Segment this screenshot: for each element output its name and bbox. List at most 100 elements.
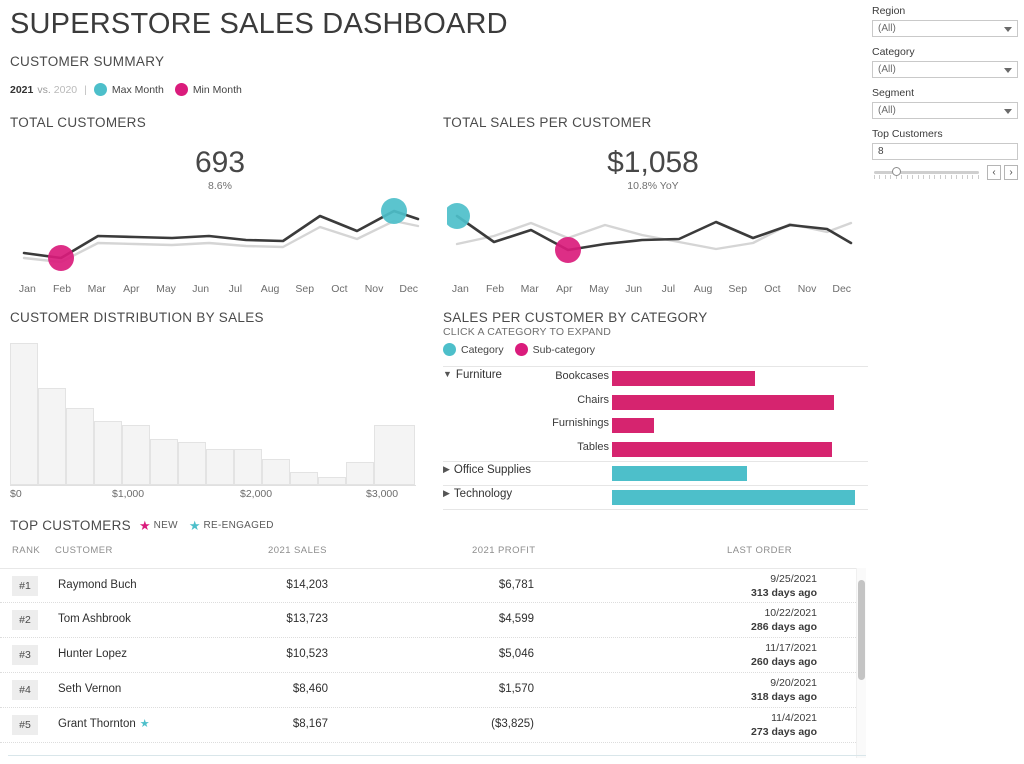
category-group-furniture[interactable]: ▼ Furniture Bookcases Chairs Furnishings	[443, 367, 868, 461]
column-header-rank[interactable]: RANK	[12, 545, 41, 556]
month-tick: Dec	[399, 283, 419, 295]
last-order-date: 9/25/2021	[770, 573, 817, 585]
chevron-down-icon[interactable]	[1004, 68, 1012, 73]
histogram-bar[interactable]	[122, 425, 150, 485]
table-row[interactable]: #2 Tom Ashbrook $13,723 $4,599 10/22/202…	[0, 603, 866, 638]
sales-value: $14,203	[286, 579, 328, 591]
table-scrollbar-thumb[interactable]	[858, 580, 865, 680]
customer-name[interactable]: Seth Vernon	[58, 683, 121, 695]
column-header-last-order[interactable]: LAST ORDER	[727, 545, 793, 556]
top-customers-heading-row: TOP CUSTOMERS ★ NEW ★ RE-ENGAGED	[10, 518, 285, 533]
histogram-bar[interactable]	[38, 388, 66, 485]
rank-badge: #5	[12, 715, 38, 735]
filter-select-region[interactable]: (All)	[872, 20, 1018, 37]
column-header-profit[interactable]: 2021 PROFIT	[472, 545, 536, 556]
bar-track	[612, 418, 868, 433]
table-row[interactable]: #4 Seth Vernon $8,460 $1,570 9/20/2021 3…	[0, 673, 866, 708]
table-row[interactable]: #5 Grant Thornton ★ $8,167 ($3,825) 11/4/…	[0, 708, 866, 743]
filter-select-segment[interactable]: (All)	[872, 102, 1018, 119]
histogram-bar[interactable]	[206, 449, 234, 485]
category-divider	[443, 509, 868, 510]
top-customers-table-body[interactable]: #1 Raymond Buch $14,203 $6,781 9/25/2021…	[0, 568, 866, 764]
table-row[interactable]: #3 Hunter Lopez $10,523 $5,046 11/17/202…	[0, 638, 866, 673]
subcategory-label: Furnishings	[552, 417, 609, 429]
prior-year-line	[22, 219, 420, 264]
category-bar-technology[interactable]	[612, 490, 855, 505]
customer-name-text: Grant Thornton	[58, 718, 136, 730]
histogram-bar[interactable]	[262, 459, 290, 485]
min-month-marker[interactable]	[555, 237, 581, 263]
sales-value: $10,523	[286, 648, 328, 660]
histogram-bar[interactable]	[66, 408, 94, 485]
customer-name[interactable]: Raymond Buch	[58, 579, 137, 591]
rank-badge: #2	[12, 610, 38, 630]
category-divider	[443, 366, 868, 367]
histogram-bar[interactable]	[318, 477, 346, 485]
filter-panel: Region (All) Category (All) Segment (All…	[872, 5, 1018, 180]
table-row[interactable]: #1 Raymond Buch $14,203 $6,781 9/25/2021…	[0, 568, 866, 603]
subcategory-bar-tables[interactable]	[612, 441, 832, 457]
histogram-bar[interactable]	[374, 425, 415, 485]
subcategory-bar-bookcases[interactable]	[612, 371, 755, 386]
subcategory-row-tables[interactable]: Tables	[443, 438, 868, 462]
histogram-bar[interactable]	[150, 439, 178, 485]
column-header-sales[interactable]: 2021 SALES	[268, 545, 327, 556]
customer-distribution-histogram[interactable]	[10, 340, 415, 485]
min-month-marker[interactable]	[48, 245, 74, 271]
histogram-bar[interactable]	[234, 449, 262, 485]
category-bar-office-supplies[interactable]	[612, 466, 747, 481]
filter-select-category[interactable]: (All)	[872, 61, 1018, 78]
chevron-right-icon[interactable]: ▶	[443, 464, 450, 474]
kpi-total-customers-value: 693	[194, 146, 246, 179]
category-group-office-supplies[interactable]: ▶ Office Supplies	[443, 462, 868, 485]
slider-handle[interactable]	[892, 167, 901, 176]
chevron-right-icon[interactable]: ▶	[443, 488, 450, 498]
max-month-marker[interactable]	[381, 198, 407, 224]
subcategory-bar-furnishings[interactable]	[612, 418, 654, 433]
total-customers-sparkline[interactable]	[14, 198, 422, 276]
category-group-technology[interactable]: ▶ Technology	[443, 486, 868, 509]
subcategory-row-furnishings[interactable]: Furnishings	[443, 414, 868, 438]
category-group-label-furniture[interactable]: ▼ Furniture	[443, 369, 502, 381]
sales-per-customer-sparkline[interactable]	[447, 198, 855, 276]
category-legend-label: Category	[461, 343, 504, 356]
profit-value: $4,599	[498, 613, 534, 625]
sales-value: $8,460	[292, 683, 328, 695]
subcategory-dot-icon	[514, 343, 528, 356]
customer-name[interactable]: Tom Ashbrook	[58, 613, 131, 625]
chevron-down-icon[interactable]	[1004, 109, 1012, 114]
category-group-label-office-supplies[interactable]: ▶ Office Supplies	[443, 464, 531, 476]
category-group-label-technology[interactable]: ▶ Technology	[443, 488, 512, 500]
sales-value: $13,723	[286, 613, 328, 625]
slider-next-button[interactable]: ›	[1004, 165, 1018, 180]
max-month-marker[interactable]	[447, 203, 470, 229]
category-chart-title: SALES PER CUSTOMER BY CATEGORY	[443, 310, 708, 325]
histogram-bar[interactable]	[178, 442, 206, 485]
month-tick: Sep	[295, 283, 315, 295]
top-customers-slider[interactable]: ‹ ›	[872, 165, 1018, 180]
histogram-bar[interactable]	[94, 421, 122, 485]
chevron-down-icon[interactable]	[1004, 27, 1012, 32]
table-scrollbar[interactable]	[856, 568, 866, 758]
slider-track[interactable]	[874, 171, 979, 174]
sales-by-category-chart[interactable]: ▼ Furniture Bookcases Chairs Furnishings	[443, 366, 868, 510]
histogram-bar[interactable]	[10, 343, 38, 485]
legend-current-year: 2021	[10, 83, 34, 96]
subcategory-row-bookcases[interactable]: Bookcases	[443, 367, 868, 391]
min-month-dot-icon	[174, 83, 188, 96]
chevron-down-icon[interactable]: ▼	[443, 369, 452, 379]
slider-prev-button[interactable]: ‹	[987, 165, 1001, 180]
column-header-customer[interactable]: CUSTOMER	[55, 545, 113, 556]
month-tick: Feb	[485, 283, 505, 295]
histogram-bar[interactable]	[290, 472, 318, 485]
customer-name[interactable]: Hunter Lopez	[58, 648, 127, 660]
category-name: Office Supplies	[453, 464, 532, 476]
last-order-cell: 11/17/2021 260 days ago	[690, 641, 817, 669]
customer-name[interactable]: Grant Thornton ★	[58, 718, 153, 730]
subcategory-bar-chairs[interactable]	[612, 394, 834, 410]
top-customers-input[interactable]: 8	[872, 143, 1018, 160]
month-tick: May	[589, 283, 609, 295]
histogram-bar[interactable]	[346, 462, 374, 485]
customer-summary-heading: CUSTOMER SUMMARY	[10, 54, 165, 69]
subcategory-row-chairs[interactable]: Chairs	[443, 391, 868, 415]
